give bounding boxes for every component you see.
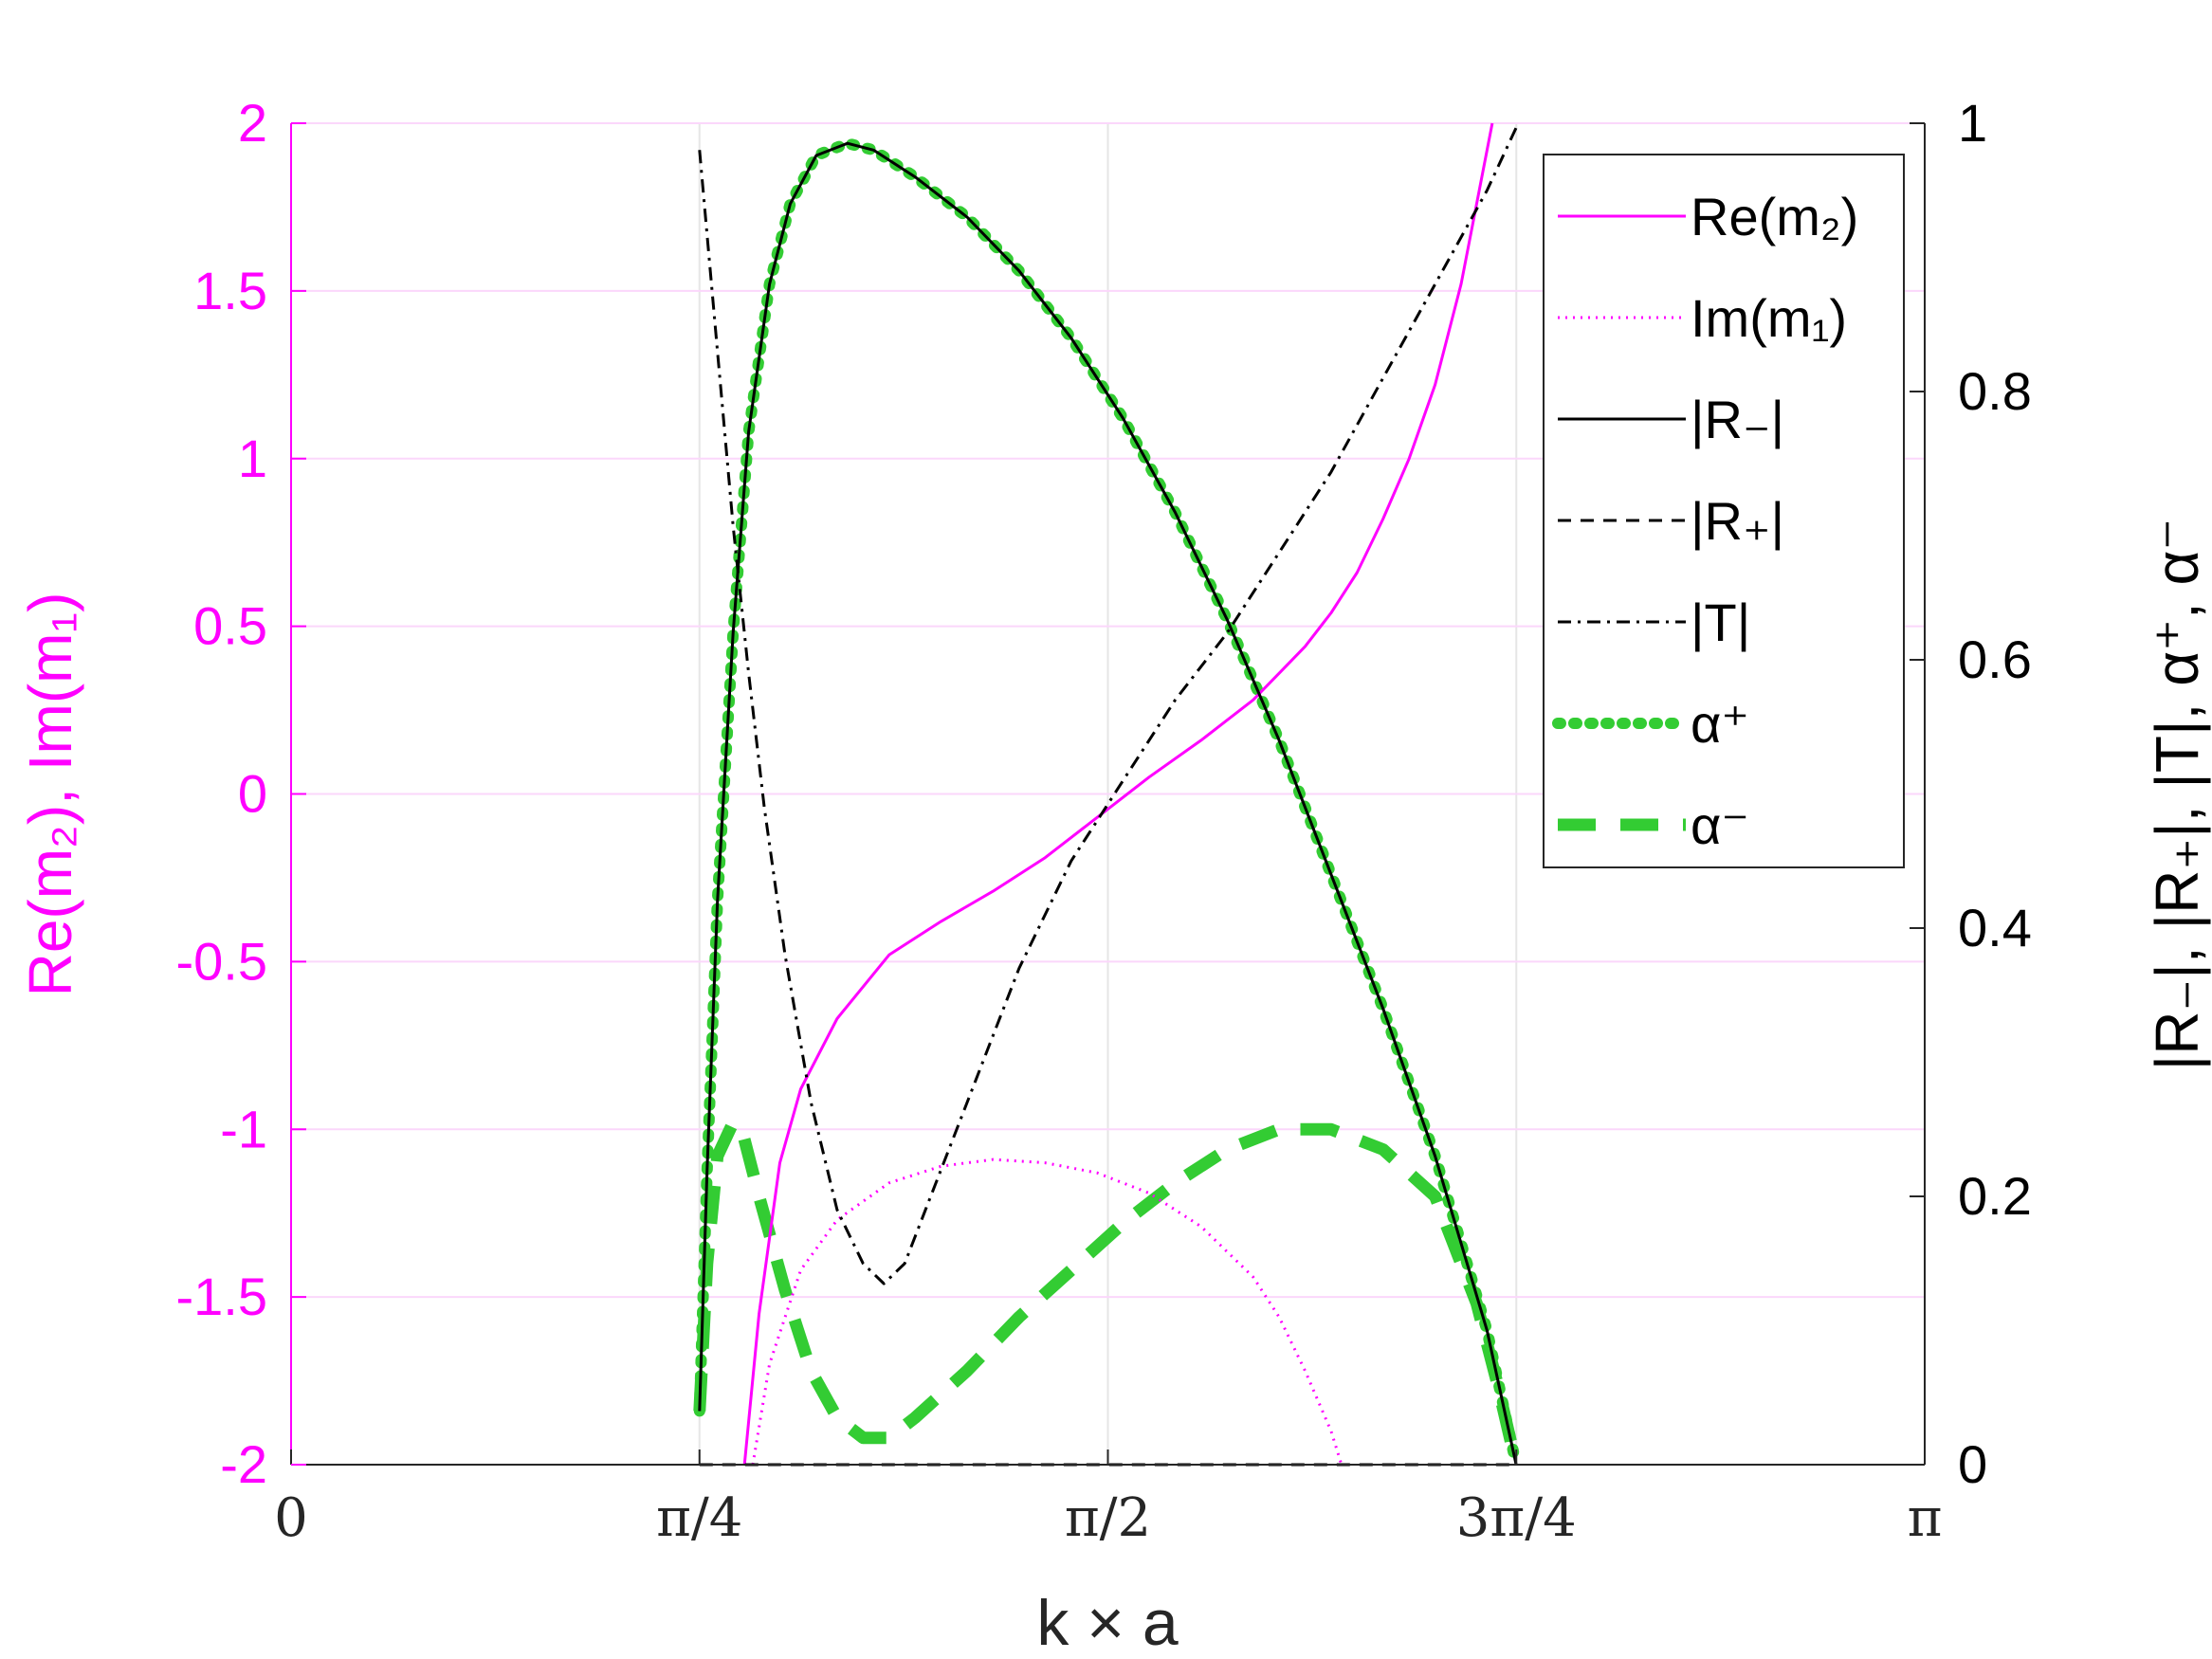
left-y-tick-label: 0 [238, 764, 267, 824]
legend-label: |R₊| [1691, 491, 1784, 551]
left-y-tick-label: -0.5 [176, 931, 268, 991]
left-y-tick-label: 0.5 [193, 596, 267, 656]
x-tick-label: 3π/4 [1456, 1487, 1577, 1549]
right-y-tick-label: 0.6 [1958, 629, 2032, 689]
x-tick-label: π/2 [1065, 1487, 1151, 1549]
legend-label: Re(m₂) [1691, 187, 1858, 246]
left-y-tick-label: 2 [238, 93, 267, 153]
left-y-tick-label: 1.5 [193, 261, 267, 320]
right-y-tick-label: 0 [1958, 1434, 1987, 1494]
left-y-tick-label: -1 [220, 1099, 267, 1158]
left-y-tick-label: 1 [238, 428, 267, 488]
legend-label: α⁺ [1691, 694, 1749, 754]
legend-box [1543, 154, 1905, 868]
right-y-axis-label: |R₋|, |R₊|, |T|, α⁺, α⁻ [2143, 519, 2211, 1071]
series-line-2 [698, 141, 1518, 1466]
legend-label: α⁻ [1691, 795, 1749, 855]
right-y-tick-label: 0.2 [1958, 1166, 2032, 1226]
x-tick-label: 0 [274, 1487, 308, 1549]
tick-labels: 0 π/4 π/2 3π/4 π 2 1.5 1 0.5 0 -0.5 -1 -1.5 -2 1 0.8 0.6… [176, 93, 2032, 1549]
left-y-tick-label: -2 [220, 1434, 267, 1494]
x-tick-label: π/4 [656, 1487, 742, 1549]
axes [290, 122, 1927, 1466]
x-tick-label: π [1908, 1487, 1943, 1549]
right-y-tick-label: 0.8 [1958, 361, 2032, 421]
series-line-4 [698, 122, 1520, 1285]
series-line-0 [742, 122, 1494, 1466]
left-y-tick-label: -1.5 [176, 1267, 268, 1326]
x-axis-label: k × a [1036, 1587, 1178, 1659]
right-y-tick-label: 1 [1958, 93, 1987, 153]
legend: Re(m₂) Im(m₁) |R₋| |R₊| |T| α⁺ α⁻ [1543, 154, 1905, 868]
legend-label: Im(m₁) [1691, 288, 1847, 348]
legend-label: |R₋| [1691, 390, 1784, 449]
series-layer [693, 122, 1523, 1470]
right-y-tick-label: 0.4 [1958, 898, 2032, 957]
left-y-axis-label: Re(m₂), Im(m₁) [16, 592, 84, 997]
series-line-6 [693, 1116, 1523, 1467]
legend-label: |T| [1691, 592, 1750, 652]
